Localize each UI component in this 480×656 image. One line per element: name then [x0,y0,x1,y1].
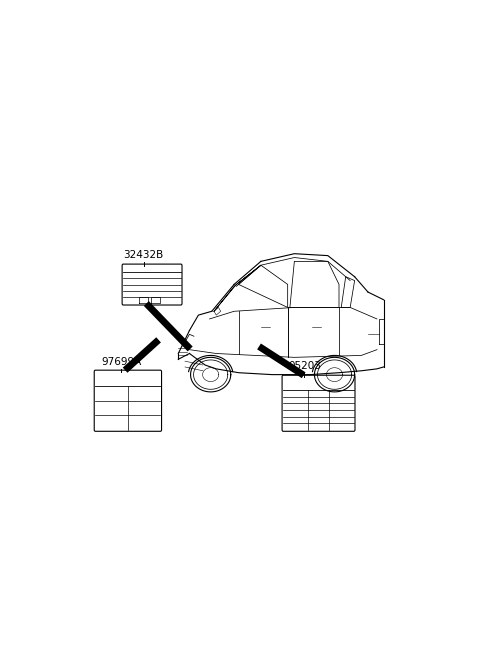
Text: 97699A: 97699A [101,357,142,367]
FancyBboxPatch shape [282,375,355,431]
FancyBboxPatch shape [94,370,162,431]
Text: 32432B: 32432B [123,249,164,260]
Text: 05203: 05203 [288,361,321,371]
FancyBboxPatch shape [122,264,182,305]
